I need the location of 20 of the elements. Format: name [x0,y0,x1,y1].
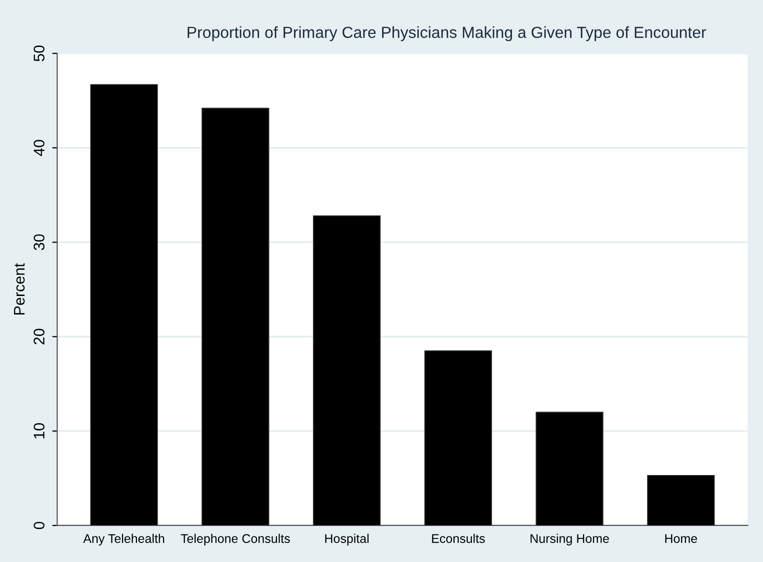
y-tick-label: 20 [34,328,44,344]
bar [90,84,158,526]
x-tick-label: Any Telehealth [83,534,164,546]
x-tick-label: Econsults [432,534,485,543]
x-tick-label: Nursing Home [530,534,609,546]
y-tick-label: 0 [34,522,44,530]
bar [536,412,604,526]
y-tick-label: 10 [34,423,44,438]
y-tick-label: 40 [34,140,44,156]
chart-title: Proportion of Primary Care Physicians Making a Given Type of Encounter [188,26,706,42]
bar [647,475,715,526]
bar [202,108,270,526]
x-tick-label: Home [665,534,698,543]
x-tick-label: Hospital [325,534,369,546]
y-axis-title: Percent [14,263,25,314]
x-tick-label: Telephone Consults [180,534,290,546]
y-tick-label: 30 [34,234,44,250]
y-tick-label: 50 [34,45,44,62]
bar [312,215,381,526]
bar [424,350,492,526]
